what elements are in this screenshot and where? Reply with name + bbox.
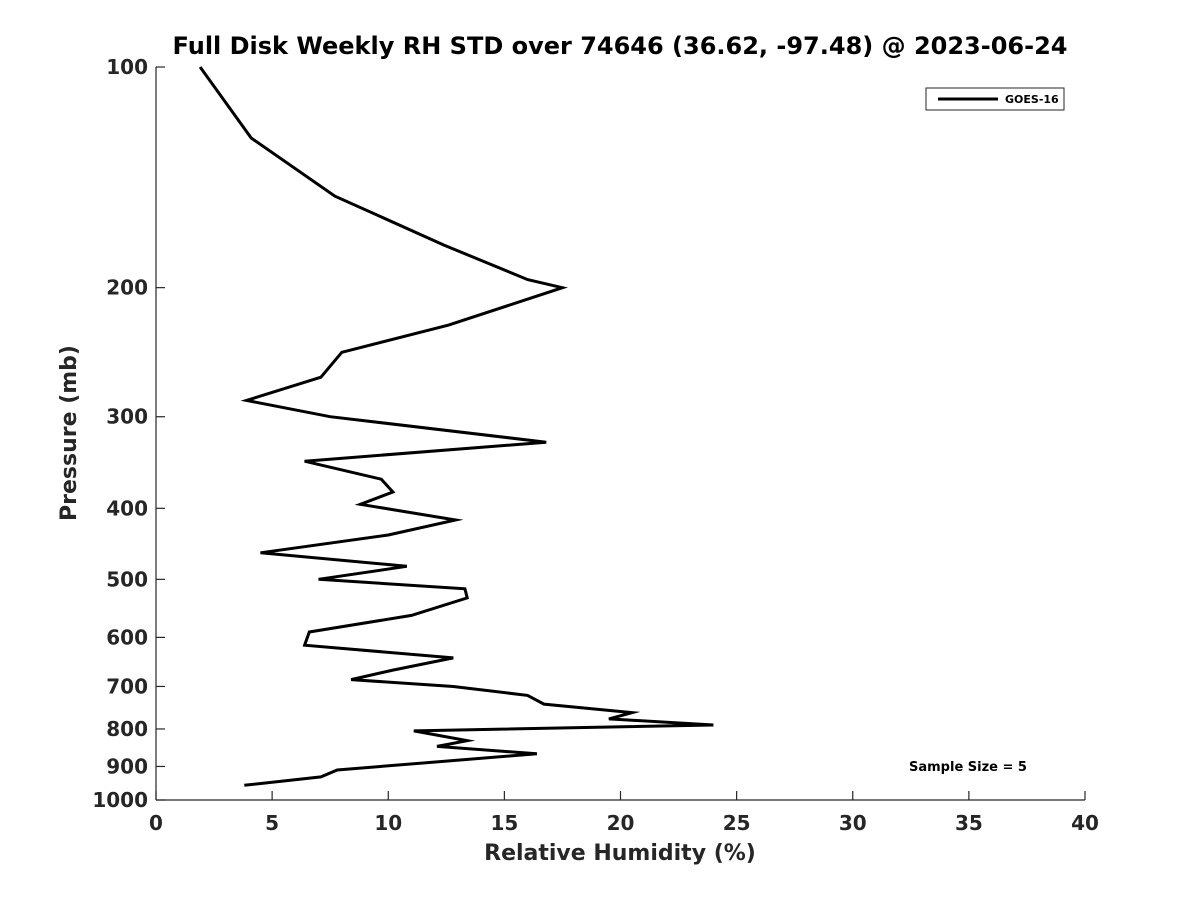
y-tick-label: 1000 (92, 788, 148, 812)
y-tick-label: 100 (106, 55, 148, 79)
x-tick-label: 40 (1071, 811, 1099, 835)
y-tick-label: 900 (106, 754, 148, 778)
sample-size-annotation: Sample Size = 5 (909, 760, 1027, 775)
x-tick-label: 15 (490, 811, 518, 835)
y-tick-label: 500 (106, 567, 148, 591)
x-tick-label: 0 (149, 811, 163, 835)
x-tick-label: 5 (265, 811, 279, 835)
y-tick-label: 200 (106, 276, 148, 300)
x-tick-label: 30 (839, 811, 867, 835)
y-tick-label: 700 (106, 674, 148, 698)
x-tick-label: 35 (955, 811, 983, 835)
x-tick-label: 25 (723, 811, 751, 835)
series-line-goes-16 (198, 66, 714, 787)
chart-title: Full Disk Weekly RH STD over 74646 (36.6… (173, 32, 1068, 60)
y-tick-label: 800 (106, 717, 148, 741)
x-tick-label: 20 (607, 811, 635, 835)
axes: 0 5 10 15 20 25 30 35 40 100 200 300 400 500 600 700 800… (92, 55, 1099, 835)
legend-entry-goes-16: GOES-16 (1005, 93, 1059, 106)
y-tick-label: 600 (106, 625, 148, 649)
y-tick-label: 400 (106, 496, 148, 520)
x-tick-label: 10 (374, 811, 402, 835)
y-tick-label: 300 (106, 405, 148, 429)
plot-lines (198, 66, 714, 787)
x-axis-label: Relative Humidity (%) (484, 841, 756, 866)
y-axis-label: Pressure (mb) (57, 345, 82, 521)
legend: GOES-16 (925, 87, 1065, 111)
